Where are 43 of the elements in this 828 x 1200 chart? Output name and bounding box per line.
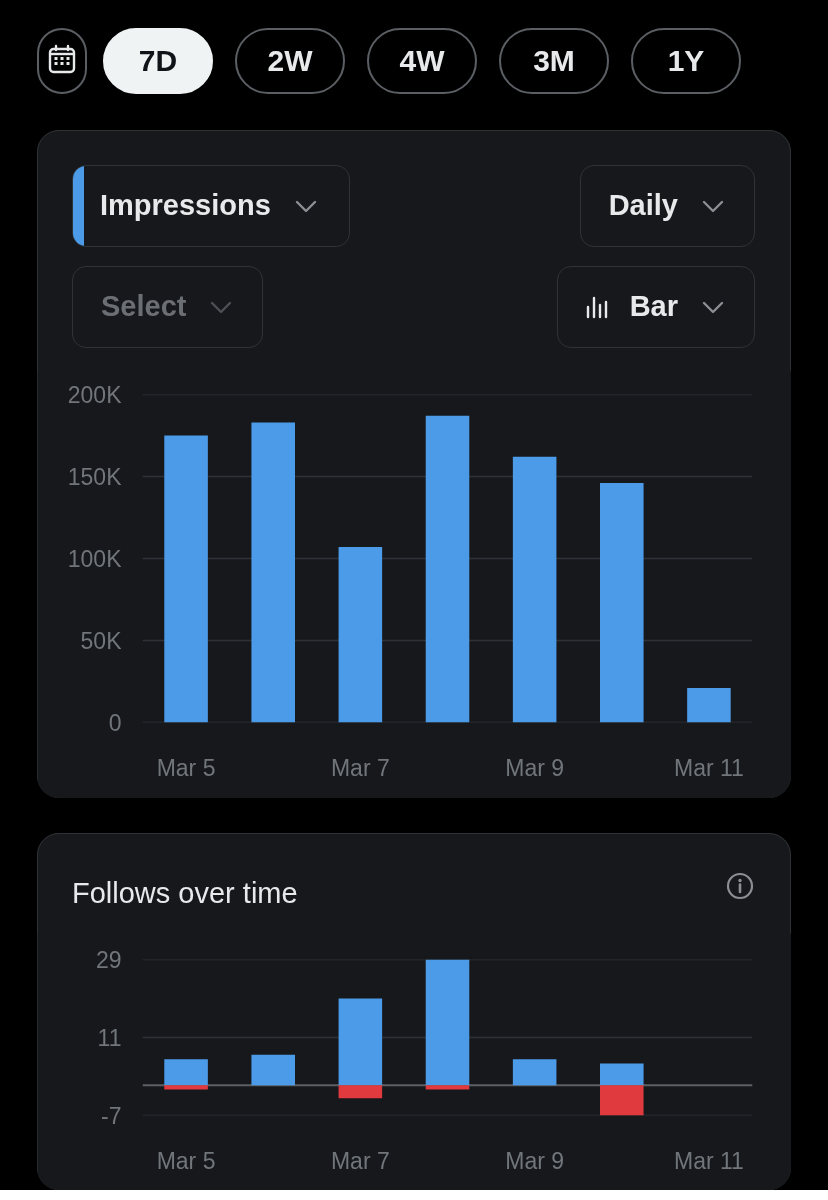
y-tick-label: 0 (108, 709, 122, 736)
text: 2W (235, 28, 345, 94)
text: Bar (629, 289, 678, 325)
text: 7D (103, 28, 213, 94)
text: 4W (367, 28, 477, 94)
text: Daily (608, 188, 678, 224)
y-tick-label: 29 (95, 947, 122, 973)
bar (164, 435, 208, 723)
text: Select (101, 289, 187, 325)
y-tick-label: 50K (80, 627, 123, 654)
x-tick-label: Mar 11 (673, 754, 744, 781)
text: 3M (499, 28, 609, 94)
bar (164, 1085, 208, 1090)
bar (425, 959, 470, 1086)
y-tick-label: 200K (67, 381, 123, 408)
bar (164, 1059, 208, 1086)
y-tick-label: 100K (67, 545, 123, 572)
bar (338, 1085, 383, 1099)
bar (600, 1085, 644, 1116)
bar (600, 1063, 644, 1086)
x-tick-label: Mar 7 (330, 754, 390, 781)
x-tick-label: Mar 7 (330, 1147, 390, 1174)
x-tick-label: Mar 9 (505, 1147, 565, 1174)
bar (425, 415, 470, 723)
bar (600, 483, 644, 723)
bar (512, 456, 557, 723)
bar (251, 422, 295, 723)
x-tick-label: Mar 5 (156, 754, 216, 781)
bar (338, 547, 383, 723)
x-tick-label: Mar 9 (505, 754, 565, 781)
bar (687, 688, 731, 723)
x-tick-label: Mar 5 (156, 1147, 216, 1174)
bar (512, 1059, 557, 1086)
bar (338, 998, 383, 1086)
bar (251, 1054, 295, 1086)
chart-title: Follows over time (72, 876, 298, 911)
y-tick-label: -7 (101, 1103, 122, 1129)
y-tick-label: 150K (67, 463, 123, 490)
x-tick-label: Mar 11 (673, 1147, 744, 1174)
y-tick-label: 11 (97, 1025, 122, 1051)
text: Impressions (100, 188, 271, 224)
text: 1Y (631, 28, 741, 94)
bar (425, 1085, 470, 1090)
